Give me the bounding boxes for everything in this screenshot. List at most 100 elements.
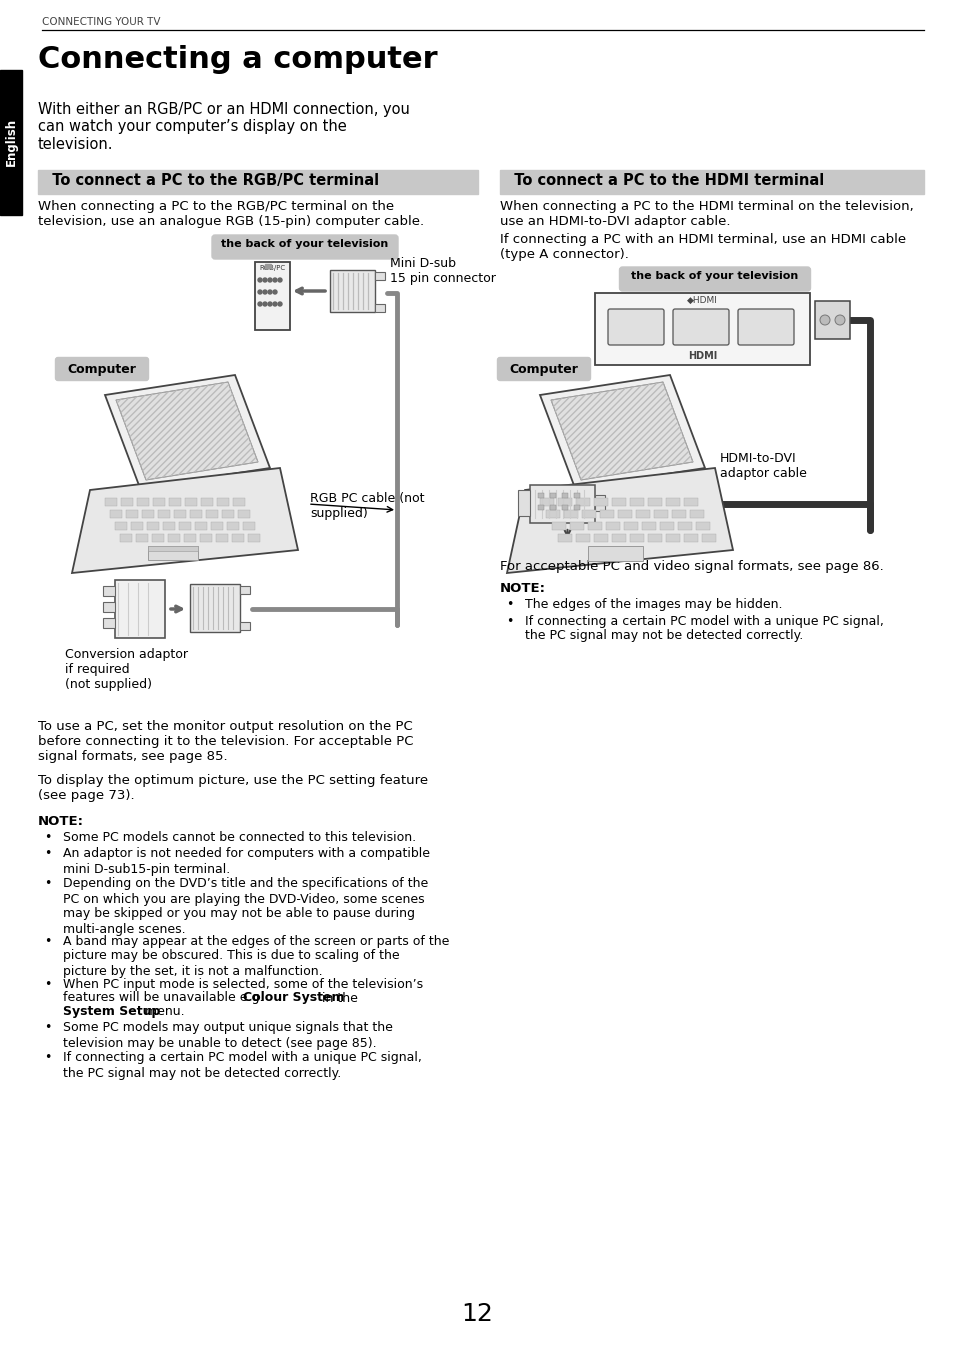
Text: With either an RGB/PC or an HDMI connection, you
can watch your computer’s displ: With either an RGB/PC or an HDMI connect… [38,101,410,151]
Text: HDMI-to-DVI
adaptor cable: HDMI-to-DVI adaptor cable [720,452,806,480]
Text: If connecting a PC with an HDMI terminal, use an HDMI cable
(type A connector).: If connecting a PC with an HDMI terminal… [499,233,905,261]
Bar [206,510,218,518]
Bar [237,510,250,518]
Bar [629,534,643,542]
Polygon shape [506,468,732,573]
Bar [168,534,180,542]
Text: menu.: menu. [141,1005,185,1018]
Bar [110,510,122,518]
Bar [605,522,619,530]
Bar [550,506,556,510]
Text: An adaptor is not needed for computers with a compatible
mini D-sub15-pin termin: An adaptor is not needed for computers w… [63,848,430,876]
Bar [574,493,579,498]
FancyBboxPatch shape [607,310,663,345]
Polygon shape [71,468,297,573]
Text: If connecting a certain PC model with a unique PC signal,
the PC signal may not : If connecting a certain PC model with a … [524,615,882,642]
Text: •: • [44,1022,51,1034]
Bar [558,534,572,542]
Text: A band may appear at the edges of the screen or parts of the
picture may be obsc: A band may appear at the edges of the sc… [63,934,449,977]
Bar [120,534,132,542]
Polygon shape [551,383,692,480]
Bar [696,522,709,530]
Circle shape [268,301,272,306]
Text: Computer: Computer [509,362,578,376]
Bar [227,522,239,530]
Text: •: • [44,848,51,860]
Text: If connecting a certain PC model with a unique PC signal,
the PC signal may not : If connecting a certain PC model with a … [63,1052,421,1079]
Bar [103,618,115,627]
Polygon shape [116,383,257,480]
Bar [561,493,567,498]
FancyBboxPatch shape [212,235,397,260]
Bar [671,510,685,518]
Bar [137,498,149,506]
Bar [618,510,631,518]
Bar [126,510,138,518]
Text: English: English [5,118,17,166]
Text: Some PC models cannot be connected to this television.: Some PC models cannot be connected to th… [63,831,416,844]
Text: The edges of the images may be hidden.: The edges of the images may be hidden. [524,598,781,611]
Text: RGB PC cable (not
supplied): RGB PC cable (not supplied) [310,492,424,521]
Bar [665,534,679,542]
Circle shape [273,279,276,283]
Bar [232,534,244,542]
Bar [215,534,228,542]
Bar [152,534,164,542]
Bar [537,493,543,498]
Bar [665,498,679,506]
Bar [558,498,572,506]
Bar [545,510,559,518]
Bar [136,534,148,542]
Circle shape [257,289,262,293]
Bar [654,510,667,518]
Bar [152,498,165,506]
Bar [103,585,115,596]
Bar [595,293,809,365]
Bar [147,522,159,530]
Bar [148,546,198,560]
Bar [330,270,375,312]
Bar [211,522,223,530]
Circle shape [263,279,267,283]
Text: •: • [44,877,51,891]
Text: Conversion adaptor
if required
(not supplied): Conversion adaptor if required (not supp… [65,648,188,691]
Text: •: • [44,977,51,991]
Bar [243,522,254,530]
Bar [179,522,191,530]
Text: Depending on the DVD’s title and the specifications of the
PC on which you are p: Depending on the DVD’s title and the spe… [63,877,428,936]
FancyBboxPatch shape [497,357,590,380]
Bar [190,510,202,518]
Bar [595,495,604,511]
Text: RGB/PC: RGB/PC [259,265,285,270]
Text: System Setup: System Setup [63,1005,160,1018]
Bar [612,498,625,506]
Text: ◆HDMI: ◆HDMI [686,296,718,306]
Text: the back of your television: the back of your television [221,239,388,249]
Bar [248,534,260,542]
FancyBboxPatch shape [672,310,728,345]
Circle shape [273,301,276,306]
Bar [190,584,240,631]
Bar [701,534,716,542]
Bar [265,264,271,268]
Bar [169,498,181,506]
Text: Some PC models may output unique signals that the
television may be unable to de: Some PC models may output unique signals… [63,1022,393,1049]
Bar [121,498,132,506]
Bar [254,262,290,330]
Bar [552,522,565,530]
Bar [576,498,589,506]
Bar [194,522,207,530]
Text: To connect a PC to the HDMI terminal: To connect a PC to the HDMI terminal [503,173,823,188]
Bar [561,506,567,510]
Bar [599,510,614,518]
Circle shape [257,301,262,306]
Bar [142,510,153,518]
Bar [222,510,233,518]
Bar [623,522,638,530]
Text: 12: 12 [460,1302,493,1326]
Bar [131,522,143,530]
FancyBboxPatch shape [738,310,793,345]
Text: •: • [44,934,51,948]
Bar [158,510,170,518]
FancyBboxPatch shape [55,357,149,380]
